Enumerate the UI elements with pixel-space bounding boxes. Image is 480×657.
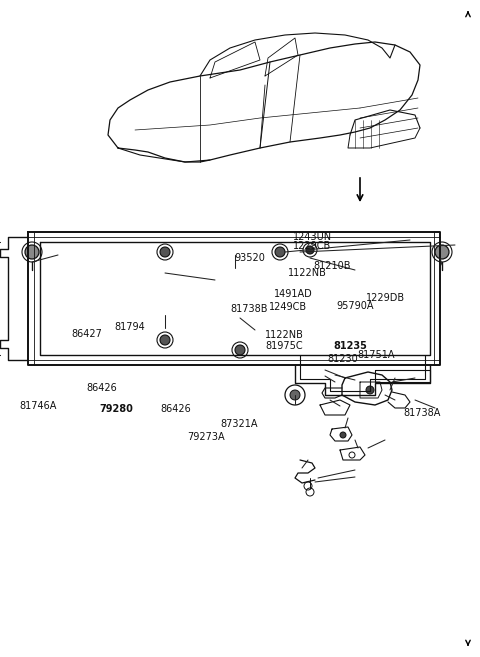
Text: 81746A: 81746A — [19, 401, 57, 411]
Text: 81210B: 81210B — [313, 261, 350, 271]
Text: 86426: 86426 — [86, 382, 117, 393]
Circle shape — [340, 432, 346, 438]
Text: 86427: 86427 — [71, 328, 102, 339]
Circle shape — [160, 335, 170, 345]
Text: 1491AD: 1491AD — [274, 288, 312, 299]
Circle shape — [435, 245, 449, 259]
Text: 81794: 81794 — [114, 322, 145, 332]
Text: 81230: 81230 — [328, 353, 359, 364]
Circle shape — [366, 386, 374, 394]
Text: 79280: 79280 — [100, 403, 134, 414]
Text: 79273A: 79273A — [187, 432, 225, 442]
Circle shape — [306, 246, 314, 254]
Text: 1122NB: 1122NB — [265, 330, 304, 340]
Text: 1229CB: 1229CB — [293, 241, 331, 252]
Text: 1249CB: 1249CB — [269, 302, 307, 313]
Text: 1243UN: 1243UN — [293, 231, 332, 242]
Text: 86426: 86426 — [161, 403, 192, 414]
Circle shape — [290, 390, 300, 400]
Circle shape — [160, 247, 170, 257]
Circle shape — [235, 345, 245, 355]
Text: 81235: 81235 — [334, 340, 368, 351]
Text: 81751A: 81751A — [358, 350, 395, 360]
Text: 1122NB: 1122NB — [288, 267, 327, 278]
Circle shape — [275, 247, 285, 257]
Text: 81738A: 81738A — [403, 407, 441, 418]
Text: 87321A: 87321A — [221, 419, 258, 429]
Text: 95790A: 95790A — [336, 300, 373, 311]
Text: 81975C: 81975C — [265, 340, 303, 351]
Text: 93520: 93520 — [234, 253, 265, 263]
Text: 1229DB: 1229DB — [366, 293, 405, 304]
Text: 81738B: 81738B — [230, 304, 268, 315]
Circle shape — [25, 245, 39, 259]
